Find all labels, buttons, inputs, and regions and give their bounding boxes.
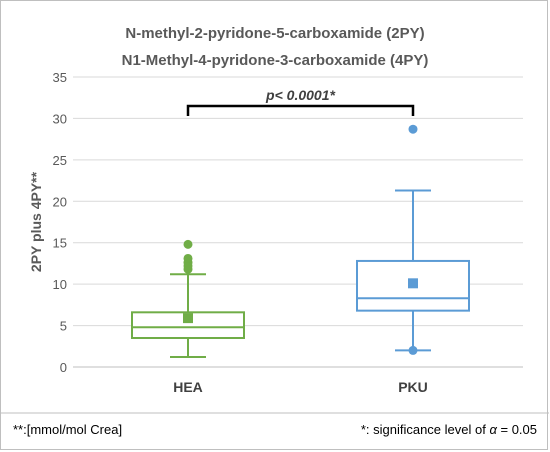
category-label-hea: HEA (173, 379, 203, 395)
y-tick-label: 35 (53, 70, 67, 85)
box-series (131, 124, 470, 359)
y-tick-labels: 0 5 10 15 20 25 30 35 (53, 70, 67, 375)
outlier-point (408, 124, 418, 134)
y-tick-label: 30 (53, 111, 67, 126)
footnote-units: **:[mmol/mol Crea] (13, 422, 122, 437)
y-tick-label: 20 (53, 194, 67, 209)
outlier-point (183, 239, 193, 249)
chart-title-line-2: N1-Methyl-4-pyridone-3-carboxamide (4PY) (122, 52, 429, 69)
footnote-significance-suffix: = 0.05 (497, 422, 537, 437)
y-tick-label: 5 (60, 319, 67, 334)
category-label-pku: PKU (398, 379, 428, 395)
footnote-alpha-symbol: α (489, 422, 497, 437)
y-tick-label: 15 (53, 236, 67, 251)
box-hea (131, 239, 245, 359)
box-pku (356, 124, 470, 355)
outlier-point (183, 253, 193, 263)
chart-title-line-1: N-methyl-2-pyridone-5-carboxamide (2PY) (125, 25, 424, 42)
significance-bracket-line (186, 104, 415, 116)
y-tick-label: 10 (53, 277, 67, 292)
significance-label: p< 0.0001* (265, 87, 335, 103)
y-tick-label: 25 (53, 153, 67, 168)
footnote-significance-prefix: *: significance level of (361, 422, 490, 437)
footnote-significance: *: significance level of α = 0.05 (361, 422, 537, 437)
mean-marker (183, 313, 193, 324)
mean-marker (408, 278, 418, 289)
significance-bracket: p< 0.0001* (186, 87, 415, 116)
outlier-point (408, 345, 418, 355)
y-axis-label: 2PY plus 4PY** (28, 171, 44, 272)
y-tick-label: 0 (60, 360, 67, 375)
